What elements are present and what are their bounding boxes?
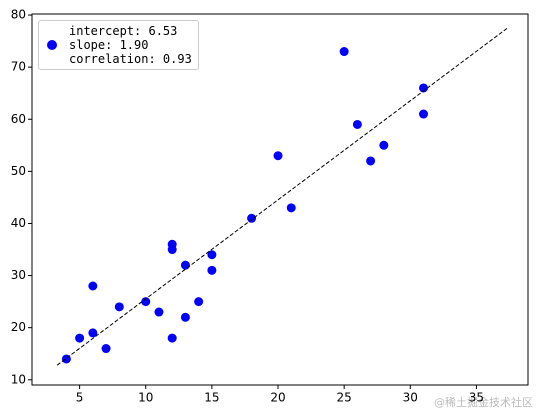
point <box>180 312 190 322</box>
point <box>207 250 217 260</box>
point <box>286 203 296 213</box>
point <box>101 344 111 354</box>
point <box>247 213 257 223</box>
x-tick-label: 10 <box>138 391 153 405</box>
legend: intercept: 6.53 slope: 1.90 correlation:… <box>38 20 199 70</box>
point <box>141 297 151 307</box>
plot-frame <box>31 13 529 386</box>
fit-line <box>56 27 509 366</box>
watermark: @稀土掘金技术社区 <box>434 395 533 409</box>
y-tick-label: 30 <box>11 268 26 282</box>
y-tick-label: 10 <box>11 372 26 386</box>
point <box>114 302 124 312</box>
x-tick-label: 30 <box>403 391 418 405</box>
x-tick-label: 15 <box>204 391 219 405</box>
point <box>352 119 362 129</box>
legend-label: intercept: 6.53 slope: 1.90 correlation:… <box>69 24 192 66</box>
point <box>167 239 177 249</box>
point <box>167 333 177 343</box>
y-tick-label: 40 <box>11 216 26 230</box>
point <box>88 281 98 291</box>
point <box>180 260 190 270</box>
point <box>154 307 164 317</box>
point <box>75 333 85 343</box>
x-tick-label: 5 <box>76 391 84 405</box>
legend-marker <box>47 40 57 50</box>
y-tick-label: 20 <box>11 320 26 334</box>
point <box>379 140 389 150</box>
point <box>207 265 217 275</box>
point <box>419 109 429 119</box>
y-tick-label: 60 <box>11 112 26 126</box>
point <box>194 297 204 307</box>
y-tick-label: 80 <box>11 8 26 22</box>
point <box>366 156 376 166</box>
x-tick-label: 25 <box>337 391 352 405</box>
y-tick-label: 50 <box>11 164 26 178</box>
point <box>339 47 349 57</box>
x-tick-label: 35 <box>469 391 484 405</box>
point <box>419 83 429 93</box>
point <box>273 151 283 161</box>
x-tick-label: 20 <box>270 391 285 405</box>
y-tick-label: 70 <box>11 60 26 74</box>
point <box>88 328 98 338</box>
